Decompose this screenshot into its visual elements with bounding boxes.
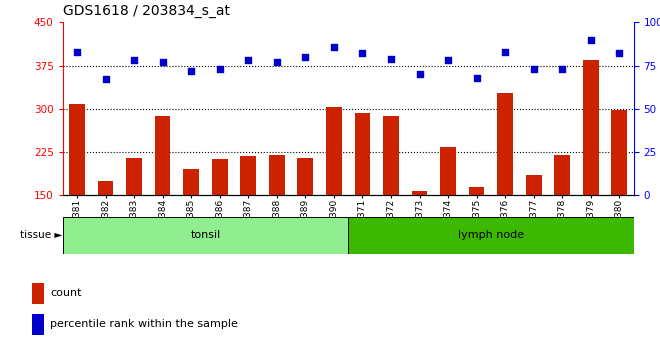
- Bar: [240, 156, 256, 195]
- Point: [529, 66, 539, 72]
- Point: [243, 58, 253, 63]
- Point: [614, 51, 624, 56]
- Bar: [32, 314, 44, 335]
- Point: [300, 54, 311, 60]
- Bar: [126, 158, 142, 195]
- Text: count: count: [50, 288, 82, 298]
- Point: [385, 56, 396, 61]
- Point: [557, 66, 568, 72]
- Bar: [298, 158, 314, 195]
- Bar: [348, 217, 634, 254]
- Bar: [326, 107, 342, 195]
- Bar: [63, 217, 348, 254]
- Text: tonsil: tonsil: [190, 230, 220, 240]
- Point: [100, 77, 111, 82]
- Point: [129, 58, 139, 63]
- Bar: [69, 104, 85, 195]
- Bar: [469, 187, 484, 195]
- Point: [585, 37, 596, 42]
- Bar: [154, 116, 170, 195]
- Bar: [269, 155, 284, 195]
- Bar: [183, 169, 199, 195]
- Bar: [611, 110, 627, 195]
- Bar: [440, 147, 456, 195]
- Bar: [497, 92, 513, 195]
- Bar: [212, 159, 228, 195]
- Bar: [526, 175, 542, 195]
- Bar: [383, 116, 399, 195]
- Point: [357, 51, 368, 56]
- Text: lymph node: lymph node: [458, 230, 524, 240]
- Point: [500, 49, 510, 55]
- Point: [72, 49, 82, 55]
- Point: [214, 66, 225, 72]
- Bar: [354, 113, 370, 195]
- Bar: [554, 155, 570, 195]
- Text: percentile rank within the sample: percentile rank within the sample: [50, 319, 238, 329]
- Point: [157, 59, 168, 65]
- Text: GDS1618 / 203834_s_at: GDS1618 / 203834_s_at: [63, 4, 230, 18]
- Point: [443, 58, 453, 63]
- Point: [414, 71, 425, 77]
- Point: [471, 75, 482, 80]
- Bar: [32, 283, 44, 304]
- Point: [271, 59, 282, 65]
- Bar: [412, 191, 428, 195]
- Bar: [98, 181, 114, 195]
- Point: [329, 44, 339, 49]
- Point: [186, 68, 197, 73]
- Bar: [583, 60, 599, 195]
- Text: tissue ►: tissue ►: [20, 230, 63, 240]
